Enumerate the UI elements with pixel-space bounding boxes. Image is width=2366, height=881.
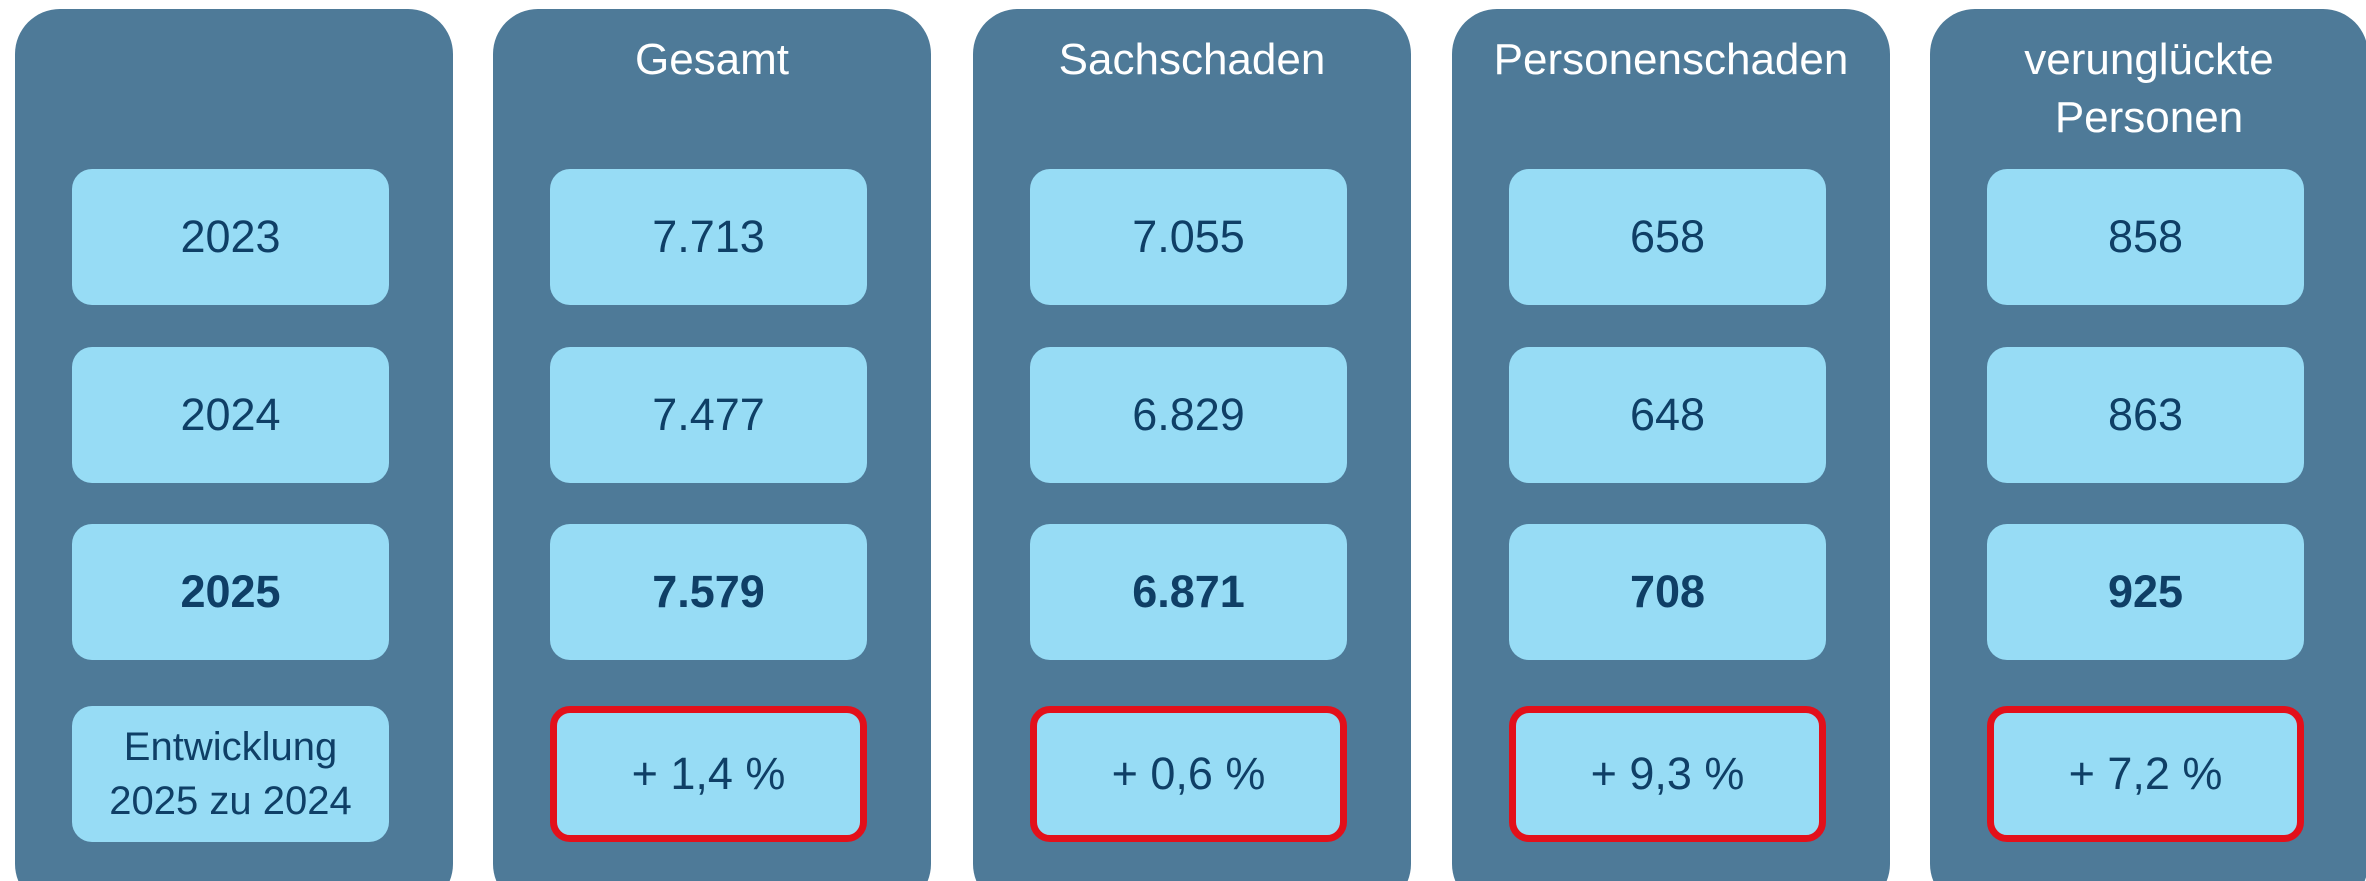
value-cell: 708 (1509, 524, 1826, 660)
value-cell: 658 (1509, 169, 1826, 305)
value-cell: 6.871 (1030, 524, 1347, 660)
column-panel: Sachschaden 7.055 6.829 6.871 + 0,6 % (973, 9, 1411, 881)
change-cell: + 7,2 % (1987, 706, 2304, 842)
column-panel: verunglückte Personen 858 863 925 + 7,2 % (1930, 9, 2366, 881)
column-header: Personenschaden (1493, 35, 1849, 84)
column-panel: Personenschaden 658 648 708 + 9,3 % (1452, 9, 1890, 881)
label-panel: 2023 2024 2025 Entwicklung 2025 zu 2024 (15, 9, 453, 881)
value-cell: 925 (1987, 524, 2304, 660)
column-header: Sachschaden (1058, 35, 1326, 84)
value-cell: 7.477 (550, 347, 867, 483)
value-cell: 7.713 (550, 169, 867, 305)
column-panel: Gesamt 7.713 7.477 7.579 + 1,4 % (493, 9, 931, 881)
value-cell: 7.055 (1030, 169, 1347, 305)
value-cell: 6.829 (1030, 347, 1347, 483)
change-cell: + 1,4 % (550, 706, 867, 842)
value-cell: 863 (1987, 347, 2304, 483)
value-cell: 7.579 (550, 524, 867, 660)
row-label: Entwicklung 2025 zu 2024 (72, 706, 389, 842)
change-cell: + 0,6 % (1030, 706, 1347, 842)
row-label: 2023 (72, 169, 389, 305)
column-header: Gesamt (634, 35, 790, 84)
value-cell: 858 (1987, 169, 2304, 305)
row-label: 2024 (72, 347, 389, 483)
row-label: 2025 (72, 524, 389, 660)
column-header: verunglückte Personen (2024, 35, 2274, 142)
value-cell: 648 (1509, 347, 1826, 483)
change-cell: + 9,3 % (1509, 706, 1826, 842)
